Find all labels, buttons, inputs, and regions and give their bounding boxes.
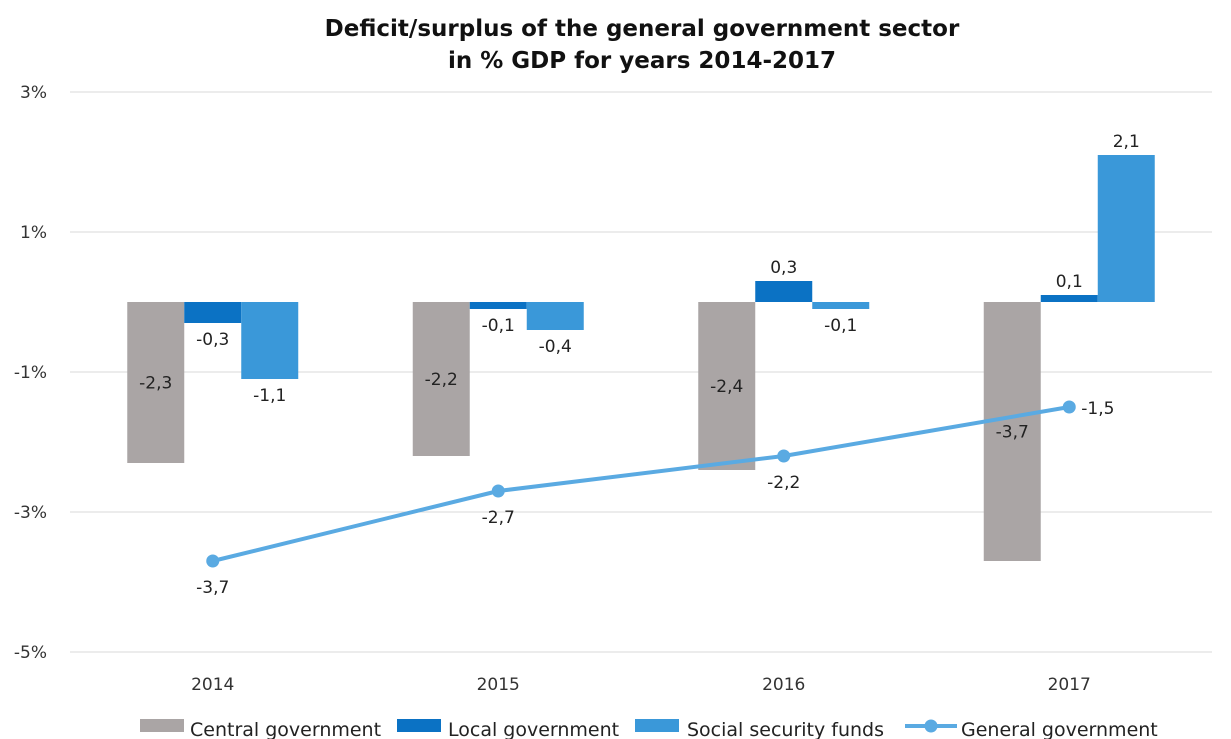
bar-social-security-funds	[526, 302, 584, 330]
x-axis: 2014 2015 2016 2017	[191, 675, 1091, 695]
bar-local-government	[1040, 295, 1098, 302]
data-label: -0,1	[824, 316, 857, 336]
y-axis: 3% 1% -1% -3% -5%	[14, 83, 47, 663]
bar-central-government	[983, 302, 1041, 561]
data-label: -3,7	[996, 423, 1029, 443]
bar-central-government	[698, 302, 756, 470]
y-tick-label: -1%	[14, 363, 47, 383]
data-label: 2,1	[1113, 132, 1140, 152]
data-labels: -2,3 -2,2 -2,4 -3,7 -0,3 -0,1 0,3 0,1 -1,1 -0,4 -0…	[139, 132, 1140, 598]
data-label: 0,1	[1056, 272, 1083, 292]
data-label: -3,7	[196, 578, 229, 598]
data-label: -1,5	[1081, 399, 1114, 419]
y-tick-label: 1%	[20, 223, 47, 243]
data-label: -0,4	[539, 337, 572, 357]
bar-local-government	[755, 281, 813, 302]
x-tick-label: 2017	[1048, 675, 1091, 695]
x-tick-label: 2016	[762, 675, 805, 695]
data-label: 0,3	[770, 258, 797, 278]
line-series	[206, 400, 1076, 568]
bar-social-security-funds	[1097, 155, 1155, 302]
y-tick-label: -3%	[14, 503, 47, 523]
x-tick-label: 2014	[191, 675, 234, 695]
legend-label: Central government	[190, 719, 381, 739]
data-label: -0,3	[196, 330, 229, 350]
data-label: -2,2	[767, 473, 800, 493]
legend-swatch	[397, 719, 441, 732]
legend-swatch-marker	[924, 719, 938, 733]
legend-label: Social security funds	[687, 719, 884, 739]
data-label: -2,4	[710, 377, 743, 397]
data-label: -0,1	[482, 316, 515, 336]
point-general-government	[777, 449, 791, 463]
data-label: -2,3	[139, 374, 172, 394]
data-label: -2,7	[482, 508, 515, 528]
legend: Central government Local government Social…	[140, 719, 1158, 739]
y-tick-label: -5%	[14, 643, 47, 663]
line-general-government	[212, 405, 1070, 563]
chart-title-line-1: Deficit/surplus of the general governmen…	[325, 16, 960, 42]
bar-central-government	[412, 302, 470, 456]
bar-social-security-funds	[241, 302, 299, 379]
y-tick-label: 3%	[20, 83, 47, 103]
legend-swatch	[140, 719, 184, 732]
chart-title-line-2: in % GDP for years 2014-2017	[448, 48, 836, 74]
data-label: -2,2	[425, 370, 458, 390]
bar-local-government	[184, 302, 242, 323]
legend-label: General government	[961, 719, 1158, 739]
bar-series	[127, 155, 1155, 561]
point-general-government	[206, 554, 220, 568]
bar-central-government	[127, 302, 185, 463]
legend-swatch	[635, 719, 679, 732]
x-tick-label: 2015	[477, 675, 520, 695]
point-general-government	[491, 484, 505, 498]
data-label: -1,1	[253, 386, 286, 406]
bar-social-security-funds	[812, 302, 870, 309]
legend-label: Local government	[448, 719, 619, 739]
point-general-government	[1062, 400, 1076, 414]
bar-local-government	[469, 302, 527, 309]
